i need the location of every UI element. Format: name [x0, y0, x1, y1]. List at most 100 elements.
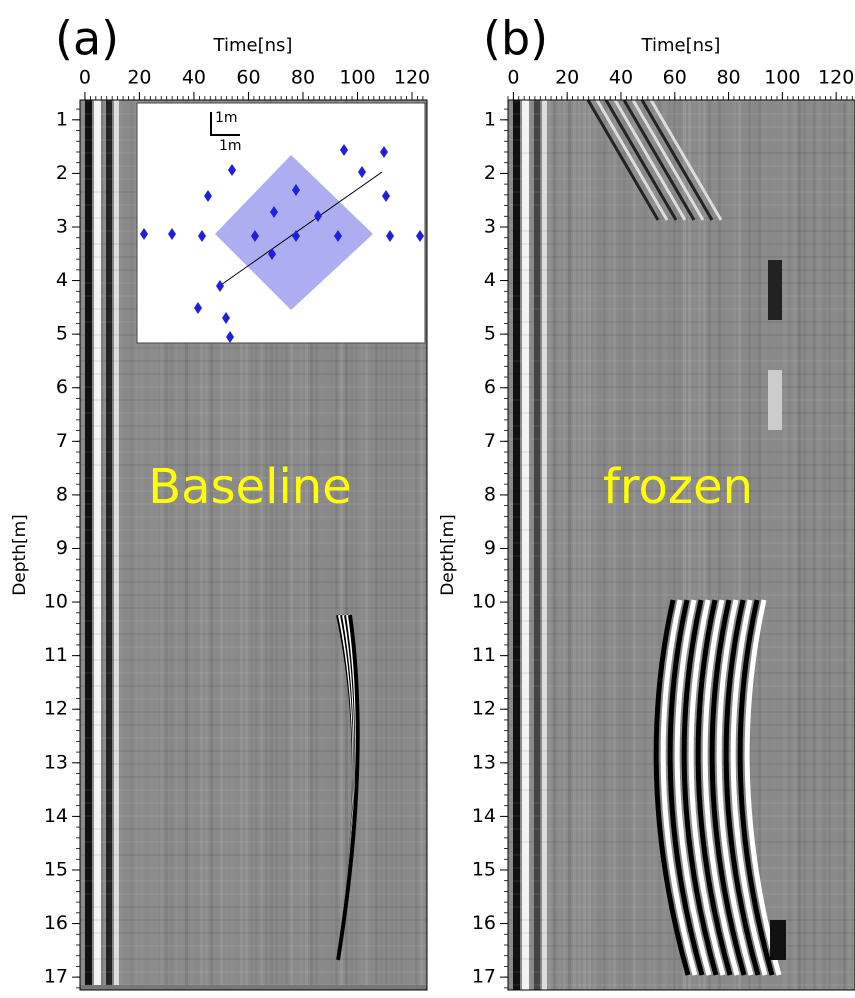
- reflection: [660, 599, 698, 976]
- stripe: [425, 100, 427, 990]
- band: [522, 100, 529, 990]
- stripe: [250, 100, 253, 990]
- noise: [80, 763, 427, 765]
- stripe: [713, 100, 716, 990]
- y-tick-label: 4: [56, 269, 68, 291]
- y-tick-label: 16: [44, 912, 68, 934]
- inset-point: [268, 248, 276, 260]
- noise: [80, 646, 427, 648]
- y-tick-label: 2: [484, 162, 496, 184]
- stripe: [768, 100, 771, 990]
- stripe: [658, 100, 661, 990]
- noise: [80, 594, 427, 596]
- stripe: [618, 100, 621, 990]
- noise: [508, 802, 855, 804]
- noise: [508, 373, 855, 375]
- stripe: [728, 100, 731, 990]
- y-tick-label: 12: [44, 698, 68, 720]
- stripe: [823, 100, 826, 990]
- stripe: [355, 100, 358, 990]
- band: [106, 100, 112, 990]
- stripe: [563, 100, 566, 990]
- stripe: [410, 100, 413, 990]
- inset-point: [340, 144, 348, 156]
- noise: [508, 763, 855, 765]
- stripe: [100, 100, 103, 990]
- x-tick-label: 120: [394, 67, 430, 89]
- y-axis-label: Depth[m]: [438, 514, 458, 596]
- stripe: [280, 100, 283, 990]
- stripe: [753, 100, 756, 990]
- band: [534, 100, 540, 990]
- stripe: [698, 100, 701, 990]
- noise: [508, 711, 855, 713]
- reflection: [770, 920, 786, 960]
- x-tick-label: 100: [339, 67, 375, 89]
- noise: [80, 711, 427, 713]
- panel-label: (a): [55, 12, 119, 66]
- stripe: [653, 100, 656, 990]
- reflection: [640, 100, 714, 221]
- reflection: [716, 599, 754, 976]
- noise: [508, 451, 855, 453]
- y-tick-label: 10: [472, 591, 496, 613]
- y-tick-label: 16: [472, 912, 496, 934]
- noise: [508, 282, 855, 284]
- inset-line: [217, 171, 383, 288]
- y-tick-label: 6: [56, 376, 68, 398]
- x-tick-label: 80: [716, 67, 740, 89]
- noise: [508, 360, 855, 362]
- stripe: [135, 100, 138, 990]
- stripe: [305, 100, 308, 990]
- noise: [508, 230, 855, 232]
- stripe: [843, 100, 846, 990]
- annotation: frozen: [603, 459, 753, 515]
- noise: [508, 269, 855, 271]
- noise: [508, 971, 855, 973]
- y-tick-label: 13: [472, 751, 496, 773]
- noise: [80, 750, 427, 752]
- y-tick-label: 3: [484, 215, 496, 237]
- stripe: [325, 100, 328, 990]
- annotation: Baseline: [148, 459, 352, 515]
- x-tick-label: 40: [182, 67, 206, 89]
- stripe: [335, 100, 338, 990]
- noise: [508, 347, 855, 349]
- noise: [80, 373, 427, 375]
- stripe: [125, 100, 128, 990]
- stripe: [773, 100, 776, 990]
- noise: [80, 490, 427, 492]
- noise: [508, 607, 855, 609]
- stripe: [195, 100, 198, 990]
- noise: [508, 295, 855, 297]
- noise: [508, 490, 855, 492]
- noise: [80, 620, 427, 622]
- noise: [80, 607, 427, 609]
- noise: [508, 906, 855, 908]
- stripe: [165, 100, 168, 990]
- noise: [508, 243, 855, 245]
- noise: [508, 581, 855, 583]
- stripe: [235, 100, 238, 990]
- x-axis-label: Time[ns]: [213, 35, 293, 56]
- x-tick-label: 0: [79, 67, 91, 89]
- scale-label-x: 1m: [219, 138, 242, 154]
- stripe: [708, 100, 711, 990]
- stripe: [738, 100, 741, 990]
- stripe: [673, 100, 676, 990]
- noise: [80, 581, 427, 583]
- noise: [80, 958, 427, 960]
- bottom-bar: [80, 985, 427, 990]
- reflection: [674, 599, 712, 976]
- stripe: [255, 100, 258, 990]
- inset-point: [228, 164, 236, 176]
- inset-point: [380, 146, 388, 158]
- stripe: [678, 100, 681, 990]
- stripe: [848, 100, 851, 990]
- noise: [508, 646, 855, 648]
- noise: [80, 802, 427, 804]
- stripe: [598, 100, 601, 990]
- x-tick-label: 40: [609, 67, 633, 89]
- stripe: [558, 100, 561, 990]
